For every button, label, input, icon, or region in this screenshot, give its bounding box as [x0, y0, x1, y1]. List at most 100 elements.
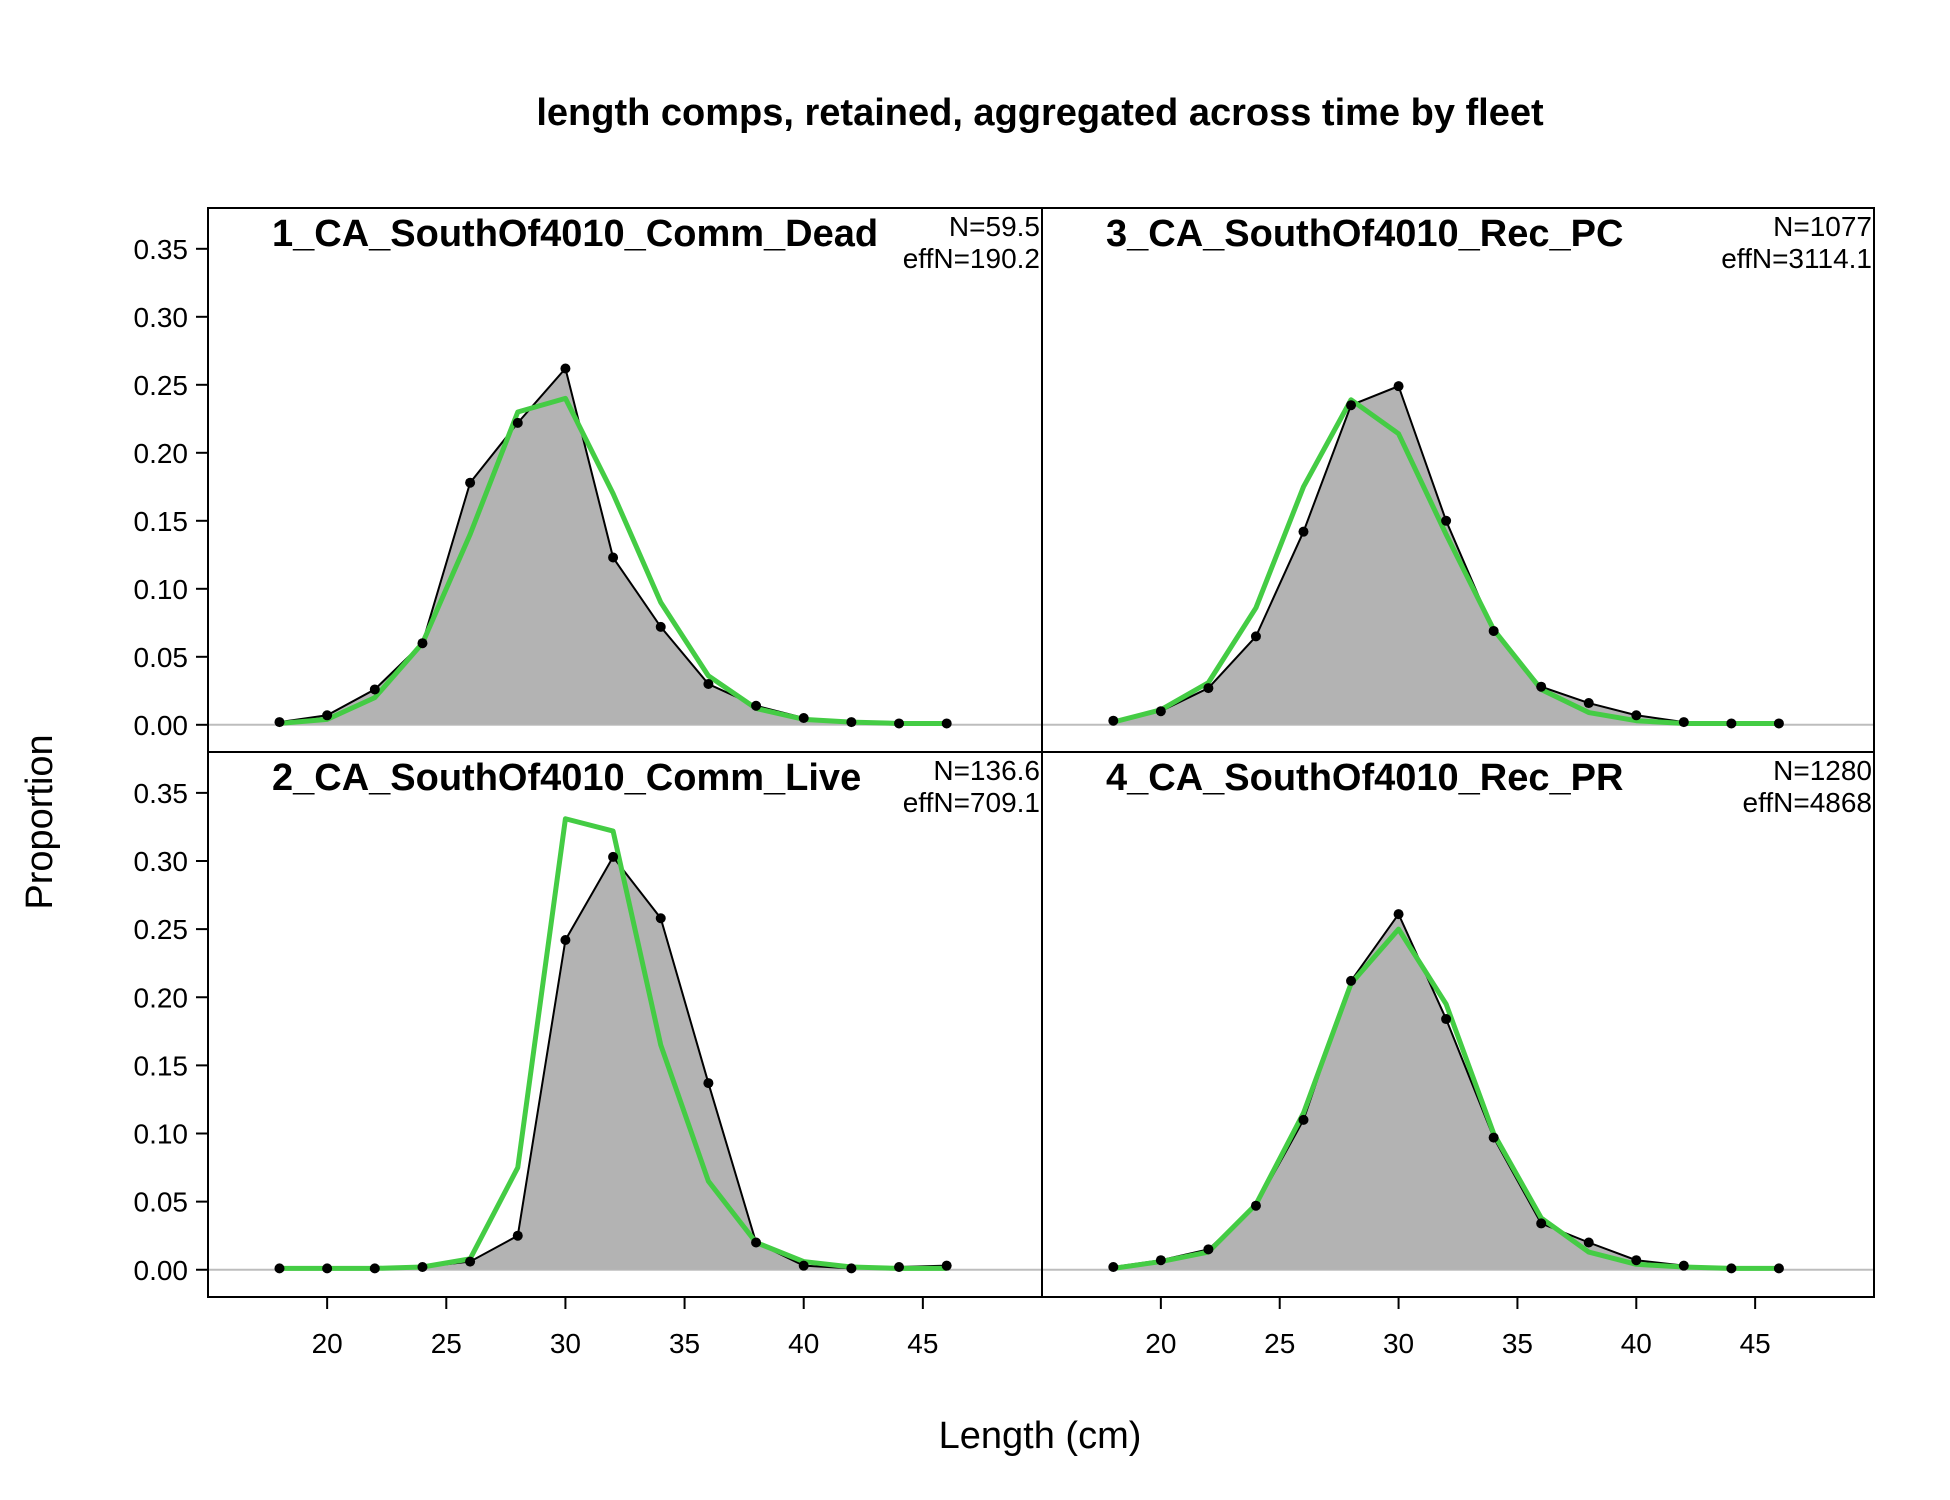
observed-point [1155, 1255, 1166, 1266]
observed-point [751, 700, 762, 711]
n-value: N=1280 [1773, 755, 1872, 786]
x-tick-label: 45 [907, 1328, 938, 1359]
y-tick-label: 0.15 [134, 506, 189, 537]
observed-point [703, 1078, 714, 1089]
observed-point [941, 718, 952, 729]
panels-group: 1_CA_SouthOf4010_Comm_Dead N=59.5effN=190… [208, 211, 1874, 1274]
observed-point [417, 638, 428, 649]
observed-point [655, 913, 666, 924]
observed-point [1393, 909, 1404, 920]
observed-point [751, 1237, 762, 1248]
chart-title: length comps, retained, aggregated acros… [536, 92, 1544, 134]
observed-area [279, 856, 947, 1270]
observed-point [655, 621, 666, 632]
observed-point [1488, 1132, 1499, 1143]
observed-point [1298, 1114, 1309, 1125]
panel-label: 4_CA_SouthOf4010_Rec_PR [1106, 757, 1623, 799]
effn-value: effN=190.2 [903, 243, 1040, 274]
x-tick-label: 25 [1264, 1328, 1295, 1359]
observed-point [1488, 625, 1499, 636]
observed-point [512, 1230, 523, 1241]
observed-point [560, 363, 571, 374]
y-tick-label: 0.25 [134, 914, 189, 945]
x-tick-label: 40 [1621, 1328, 1652, 1359]
observed-point [1536, 681, 1547, 692]
y-tick-label: 0.05 [134, 1187, 189, 1218]
observed-point [1631, 710, 1642, 721]
observed-point [369, 684, 380, 695]
x-tick-label: 35 [669, 1328, 700, 1359]
x-tick-label: 25 [431, 1328, 462, 1359]
x-tick-label: 35 [1502, 1328, 1533, 1359]
observed-point [1393, 381, 1404, 392]
observed-point [1536, 1218, 1547, 1229]
panel-label: 3_CA_SouthOf4010_Rec_PC [1106, 213, 1623, 255]
y-tick-label: 0.30 [134, 302, 189, 333]
observed-point [417, 1262, 428, 1273]
observed-point [1250, 631, 1261, 642]
observed-area [1113, 914, 1779, 1270]
observed-point [846, 717, 857, 728]
observed-point [1726, 1263, 1737, 1274]
observed-point [1726, 718, 1737, 729]
y-axis-label: Proportion [19, 734, 61, 909]
observed-point [894, 1262, 905, 1273]
observed-point [1346, 975, 1357, 986]
observed-point [1583, 698, 1594, 709]
observed-point [703, 679, 714, 689]
x-tick-label: 20 [1145, 1328, 1176, 1359]
observed-point [465, 1256, 476, 1267]
observed-point [369, 1263, 380, 1274]
x-tick-label: 45 [1740, 1328, 1771, 1359]
observed-point [1441, 515, 1452, 526]
observed-point [798, 1260, 809, 1271]
panel-label: 2_CA_SouthOf4010_Comm_Live [272, 757, 861, 799]
observed-point [846, 1263, 857, 1274]
observed-point [1203, 1244, 1214, 1255]
observed-point [1203, 683, 1214, 694]
observed-point [274, 717, 285, 728]
n-value: N=1077 [1773, 211, 1872, 242]
observed-point [1250, 1200, 1261, 1211]
effn-value: effN=4868 [1743, 787, 1873, 818]
observed-point [608, 552, 619, 563]
x-tick-label: 30 [1383, 1328, 1414, 1359]
x-tick-label: 20 [312, 1328, 343, 1359]
n-value: N=59.5 [949, 211, 1040, 242]
y-tick-label: 0.20 [134, 982, 189, 1013]
panel-1: 1_CA_SouthOf4010_Comm_Dead N=59.5effN=190… [208, 211, 1042, 729]
observed-point [1108, 1262, 1119, 1273]
observed-point [1773, 718, 1784, 729]
y-tick-label: 0.05 [134, 642, 189, 673]
observed-point [1108, 715, 1119, 726]
x-axis-label: Length (cm) [939, 1415, 1142, 1457]
observed-point [608, 851, 619, 862]
n-value: N=136.6 [933, 755, 1040, 786]
observed-point [322, 710, 333, 721]
expected-line [279, 816, 947, 1271]
expected-line [279, 395, 947, 726]
y-tick-label: 0.00 [134, 1255, 189, 1286]
y-tick-label: 0.35 [134, 234, 189, 265]
observed-point [894, 718, 905, 729]
observed-point [1631, 1255, 1642, 1266]
observed-point [1583, 1237, 1594, 1248]
observed-area [1113, 386, 1779, 725]
x-tick-label: 40 [788, 1328, 819, 1359]
observed-area [279, 368, 947, 725]
y-tick-label: 0.30 [134, 846, 189, 877]
observed-point [512, 417, 523, 428]
x-tick-label: 30 [550, 1328, 581, 1359]
effn-value: effN=709.1 [903, 787, 1040, 818]
observed-point [274, 1263, 285, 1274]
expected-line [1112, 397, 1779, 726]
axes-group: 0.00 0.05 0.10 0.15 0.20 0.25 0.30 0.35 0.00 0.05… [134, 207, 1875, 1359]
panel-label: 1_CA_SouthOf4010_Comm_Dead [272, 213, 878, 255]
observed-point [1678, 717, 1689, 728]
observed-point [798, 713, 809, 723]
expected-line [1112, 926, 1779, 1271]
observed-point [560, 935, 571, 946]
observed-point [1773, 1263, 1784, 1274]
